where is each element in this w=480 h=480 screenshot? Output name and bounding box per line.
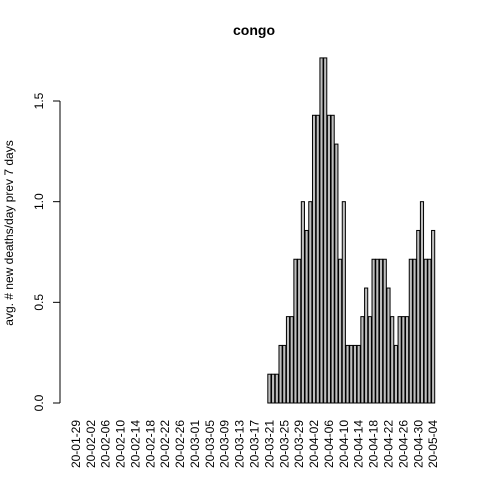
bar — [293, 258, 298, 404]
x-tick-label: 20-01-29 — [69, 420, 83, 468]
bar — [278, 344, 283, 404]
bar — [345, 344, 350, 404]
y-tick-label: 0.5 — [32, 294, 46, 311]
bar — [352, 344, 358, 404]
x-tick-label: 20-02-18 — [143, 420, 157, 468]
bar — [378, 258, 384, 404]
bar — [427, 258, 432, 404]
x-tick-label: 20-03-25 — [277, 420, 291, 468]
bar — [356, 344, 361, 404]
bars — [267, 57, 436, 404]
bar — [300, 201, 305, 404]
bar — [360, 316, 365, 404]
bar — [408, 258, 413, 404]
x-tick-label: 20-02-02 — [84, 420, 98, 468]
bar — [297, 258, 302, 404]
bar — [431, 229, 436, 404]
x-tick-label: 20-03-09 — [218, 420, 232, 468]
bar — [319, 57, 324, 404]
bar — [412, 258, 417, 404]
bar — [326, 114, 331, 404]
bar — [330, 114, 335, 404]
bar — [282, 344, 287, 404]
bar — [304, 229, 309, 404]
x-tick-label: 20-04-22 — [381, 420, 395, 468]
bar — [311, 114, 317, 404]
bar — [386, 287, 391, 404]
x-tick-label: 20-03-29 — [292, 420, 306, 468]
bar — [393, 344, 398, 404]
bar — [382, 258, 387, 404]
bar — [390, 316, 395, 404]
y-tick-label: 1.0 — [32, 193, 46, 210]
x-tick-label: 20-02-10 — [114, 420, 128, 468]
bar — [349, 344, 354, 404]
x-tick-label: 20-03-17 — [248, 420, 262, 468]
x-tick-label: 20-05-04 — [426, 420, 440, 468]
bar — [338, 258, 343, 404]
x-tick-label: 20-02-22 — [158, 420, 172, 468]
y-tick-label: 1.5 — [32, 92, 46, 109]
x-tick-label: 20-04-26 — [396, 420, 410, 468]
y-axis: 0.0 0.5 1.0 1.5 — [32, 92, 61, 411]
x-tick-label: 20-04-10 — [337, 420, 351, 468]
y-axis-label: avg. # new deaths/day prev 7 days — [2, 140, 16, 325]
chart-title: congo — [233, 22, 275, 38]
x-tick-label: 20-03-01 — [188, 420, 202, 468]
x-tick-label: 20-03-13 — [233, 420, 247, 468]
bar — [289, 316, 294, 404]
bar — [364, 287, 369, 404]
bar — [419, 201, 425, 404]
bar — [308, 201, 313, 404]
x-tick-label: 20-04-18 — [367, 420, 381, 468]
bar — [274, 373, 279, 404]
bar — [371, 258, 376, 404]
bar — [334, 143, 339, 404]
bar — [397, 316, 402, 404]
bar — [367, 316, 372, 404]
x-tick-label: 20-02-06 — [99, 420, 113, 468]
x-tick-label: 20-02-14 — [128, 420, 142, 468]
bar — [285, 316, 291, 404]
x-tick-label: 20-03-05 — [203, 420, 217, 468]
bar — [271, 373, 276, 404]
bar — [405, 316, 410, 404]
x-axis: 20-01-29 20-02-02 20-02-06 20-02-10 20-02-14… — [69, 420, 440, 468]
x-tick-label: 20-03-21 — [262, 420, 276, 468]
y-tick-label: 0.0 — [32, 394, 46, 411]
x-tick-label: 20-04-30 — [411, 420, 425, 468]
bar — [267, 373, 272, 404]
bar — [315, 114, 320, 404]
bar — [416, 229, 421, 404]
bar — [401, 316, 406, 404]
bar — [323, 57, 328, 404]
bar — [375, 258, 380, 404]
x-tick-label: 20-04-06 — [322, 420, 336, 468]
bar — [423, 258, 428, 404]
bar — [341, 201, 346, 404]
x-tick-label: 20-04-14 — [352, 420, 366, 468]
x-tick-label: 20-02-26 — [173, 420, 187, 468]
x-tick-label: 20-04-02 — [307, 420, 321, 468]
